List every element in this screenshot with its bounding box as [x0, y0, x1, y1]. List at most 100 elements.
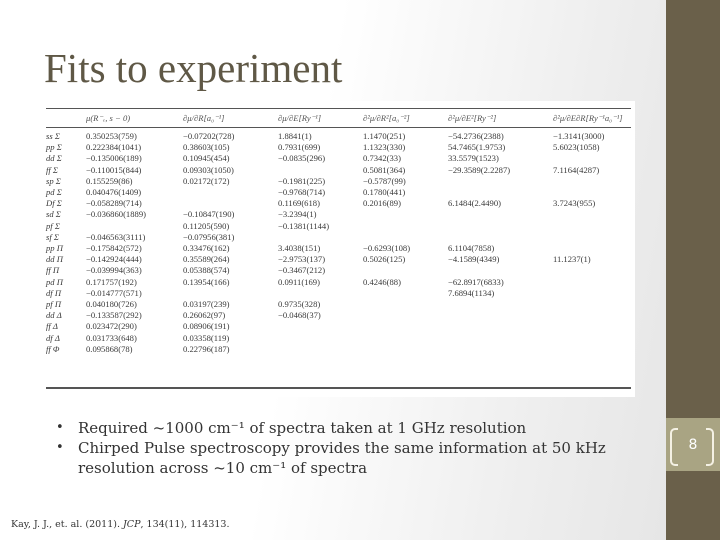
row-label: dd Δ [46, 310, 62, 321]
table-cell [363, 299, 448, 310]
row-label: dd Σ [46, 153, 62, 164]
table-cell: 0.040180(726) [86, 299, 137, 310]
table-row: ff Δ 0.023472(290) 0.08906(191) [46, 321, 631, 332]
table-cell: −54.2736(2388) [448, 131, 504, 141]
left-bracket-decoration [670, 428, 678, 466]
table-cell: 0.7342(33) [363, 153, 401, 164]
table-cell: 6.1484(2.4490) [448, 198, 501, 209]
table-cell [183, 198, 278, 209]
table-cell [553, 310, 631, 321]
table-cell [448, 299, 553, 310]
row-label: ff Φ [46, 343, 60, 354]
row-label: sd Σ [46, 209, 61, 220]
table-cell: 1.1470(251) [363, 131, 406, 141]
page-number: 8 [688, 436, 698, 453]
table-row: pp Σ 0.222384(1041) 0.38603(105) 0.7931(699… [46, 142, 631, 153]
table-cell: 0.09303(1050) [183, 164, 234, 175]
header-d2mu-dr2: ∂²μ/∂R²[a₀⁻²] [363, 112, 410, 123]
fit-results-table: μ(R⁻ₑ, s − 0) ∂μ/∂R[a₀⁻¹] ∂μ/∂E[Ry⁻¹] ∂²… [42, 101, 635, 397]
table-cell [553, 333, 631, 344]
table-top-rule [46, 108, 631, 109]
table-cell: 0.5026(125) [363, 254, 406, 265]
table-row: sd Σ −0.036860(1889) −0.10847(190) −3.2394(… [46, 209, 631, 220]
table-cell: −0.3467(212) [278, 265, 326, 276]
table-cell [448, 187, 553, 198]
table-cell [553, 299, 631, 310]
row-label: ff Δ [46, 321, 58, 332]
table-cell: −1.3141(3000) [553, 131, 605, 141]
table-row: dd Π −0.142924(444) 0.35589(264) −2.9753(13… [46, 254, 631, 265]
row-label: df Δ [46, 332, 60, 343]
bullet-list: • Required ~1000 cm⁻¹ of spectra taken at… [50, 418, 610, 478]
table-cell: 0.03358(119) [183, 332, 230, 343]
table-cell: −0.10847(190) [183, 209, 235, 220]
data-table: μ(R⁻ₑ, s − 0) ∂μ/∂R[a₀⁻¹] ∂μ/∂E[Ry⁻¹] ∂²… [46, 109, 631, 355]
table-cell [278, 321, 363, 332]
citation-authors: Kay, J. J., et. al. (2011). [11, 519, 123, 530]
table-cell [183, 187, 278, 198]
table-cell [363, 344, 448, 355]
table-cell: 0.222384(1041) [86, 142, 142, 153]
table-cell [448, 176, 553, 187]
table-cell: −0.1381(1144) [278, 220, 330, 231]
table-cell: 0.05388(574) [183, 265, 230, 276]
table-cell: −29.3589(2.2287) [448, 164, 511, 175]
header-dmu-dr: ∂μ/∂R[a₀⁻¹] [183, 112, 225, 123]
table-cell: 0.7931(699) [278, 142, 321, 153]
table-cell: 54.7465(1.9753) [448, 142, 506, 153]
table-cell: 33.5579(1523) [448, 153, 499, 164]
table-cell: −2.9753(137) [278, 254, 326, 265]
table-cell: −4.1589(4349) [448, 254, 500, 265]
table-row: Df Σ −0.058289(714) 0.1169(618) 0.2016(89) 6… [46, 198, 631, 209]
table-cell: 3.7243(955) [553, 198, 596, 209]
table-row: pp Π −0.175842(572) 0.33476(162) 3.4038(151… [46, 243, 631, 254]
row-label: sp Σ [46, 175, 61, 186]
table-cell: 0.03197(239) [183, 299, 230, 310]
table-row: pf Σ 0.11205(590) −0.1381(1144) [46, 221, 631, 232]
table-cell: 5.6023(1058) [553, 142, 600, 153]
table-cell [448, 209, 553, 220]
table-row: ff Φ 0.095868(78) 0.22796(187) [46, 344, 631, 355]
table-cell: 0.155259(86) [86, 175, 133, 186]
table-cell: 0.023472(290) [86, 321, 137, 332]
table-cell [86, 221, 183, 232]
table-cell: −0.110015(844) [86, 164, 142, 175]
table-cell: 0.031733(648) [86, 332, 137, 343]
table-cell: 6.1104(7858) [448, 243, 495, 254]
table-row: pd Π 0.171757(192) 0.13954(166) 0.0911(169)… [46, 277, 631, 288]
table-cell [448, 221, 553, 232]
table-cell [363, 310, 448, 321]
row-label: Df Σ [46, 198, 62, 209]
table-cell: −0.135006(189) [86, 153, 142, 164]
table-cell [448, 232, 553, 243]
table-cell: −0.0835(296) [278, 153, 326, 164]
row-label: pd Σ [46, 187, 62, 198]
table-row: ff Π −0.039994(363) 0.05388(574) −0.3467(21… [46, 265, 631, 276]
bullet-icon: • [56, 420, 64, 435]
table-cell [278, 165, 363, 176]
table-cell: −62.8917(6833) [448, 276, 504, 287]
table-cell: 0.38603(105) [183, 142, 230, 153]
table-cell: −3.2394(1) [278, 209, 317, 220]
table-row: sp Σ 0.155259(86) 0.02172(172) −0.1981(225)… [46, 176, 631, 187]
table-cell: 0.040476(1409) [86, 187, 142, 198]
table-row: ss Σ 0.350253(759) −0.07202(728) 1.8841(1) 1… [46, 127, 631, 142]
table-cell [553, 221, 631, 232]
table-cell [553, 187, 631, 198]
table-cell: 0.35589(264) [183, 254, 230, 265]
table-row: dd Δ −0.133587(292) 0.26062(97) −0.0468(37) [46, 310, 631, 321]
citation-journal: JCP [123, 519, 141, 530]
bullet-text: Chirped Pulse spectroscopy provides the … [78, 439, 606, 477]
table-row: pf Π 0.040180(726) 0.03197(239) 0.9735(328) [46, 299, 631, 310]
table-cell [363, 232, 448, 243]
table-cell [448, 321, 553, 332]
table-cell [363, 209, 448, 220]
row-label: ff Σ [46, 164, 59, 175]
table-cell: −0.036860(1889) [86, 209, 146, 220]
slide-title: Fits to experiment [44, 45, 343, 91]
row-label: df Π [46, 287, 62, 298]
table-cell [363, 265, 448, 276]
right-bracket-decoration [706, 428, 714, 466]
table-header-rule [46, 127, 631, 128]
table-cell [448, 333, 553, 344]
